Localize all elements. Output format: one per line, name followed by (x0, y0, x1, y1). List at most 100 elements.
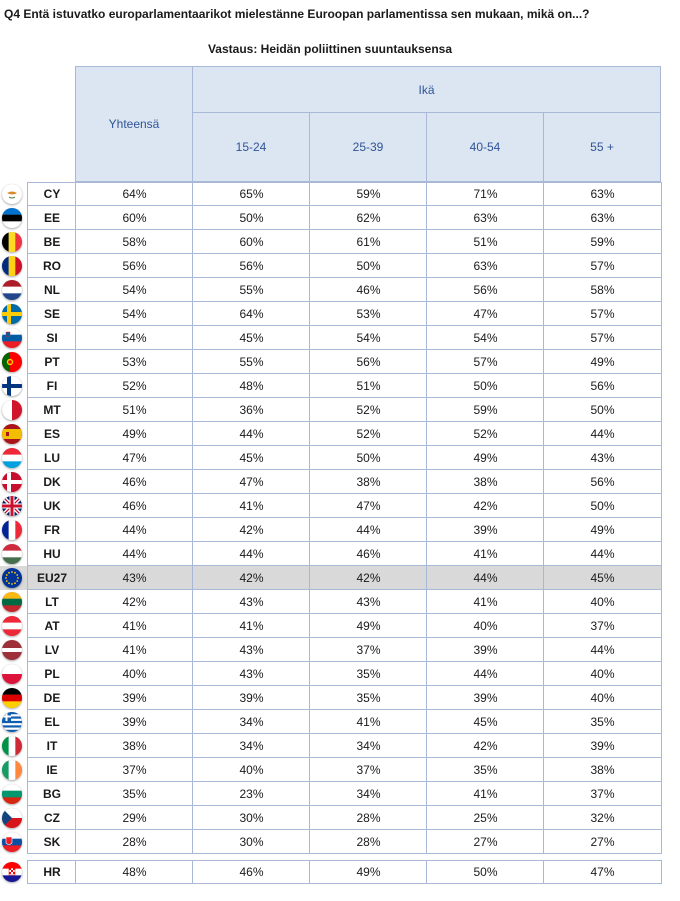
value-age-2: 46% (309, 278, 427, 302)
value-age-3: 39% (426, 638, 544, 662)
value-age-3: 41% (426, 590, 544, 614)
value-age-1: 42% (192, 566, 310, 590)
country-code: FR (27, 518, 76, 542)
value-age-2: 28% (309, 830, 427, 854)
table-row: EU27 43% 42% 42% 44% 45% (0, 566, 662, 590)
country-code: CZ (27, 806, 76, 830)
header-total: Yhteensä (75, 66, 193, 182)
value-total: 39% (75, 710, 193, 734)
value-age-3: 56% (426, 278, 544, 302)
country-code: IT (27, 734, 76, 758)
country-code: UK (27, 494, 76, 518)
value-total: 37% (75, 758, 193, 782)
fi-flag-icon (2, 376, 22, 396)
value-total: 52% (75, 374, 193, 398)
si-flag-icon (2, 328, 22, 348)
value-total: 54% (75, 278, 193, 302)
country-code: MT (27, 398, 76, 422)
value-age-1: 47% (192, 470, 310, 494)
value-age-4: 40% (543, 662, 662, 686)
value-age-4: 44% (543, 422, 662, 446)
value-age-4: 57% (543, 326, 662, 350)
ie-flag-icon (2, 760, 22, 780)
value-age-4: 57% (543, 302, 662, 326)
cy-flag-icon (2, 184, 22, 204)
value-age-3: 39% (426, 686, 544, 710)
value-age-2: 38% (309, 470, 427, 494)
value-age-4: 56% (543, 470, 662, 494)
value-total: 28% (75, 830, 193, 854)
table-row: SI 54% 45% 54% 54% 57% (0, 326, 662, 350)
country-code: HR (27, 860, 76, 884)
table-row: PL 40% 43% 35% 44% 40% (0, 662, 662, 686)
value-age-1: 44% (192, 422, 310, 446)
table-row: FR 44% 42% 44% 39% 49% (0, 518, 662, 542)
value-age-3: 39% (426, 518, 544, 542)
value-age-2: 37% (309, 638, 427, 662)
value-age-1: 50% (192, 206, 310, 230)
el-flag-icon (2, 712, 22, 732)
value-age-1: 65% (192, 182, 310, 206)
country-code: PL (27, 662, 76, 686)
value-age-2: 59% (309, 182, 427, 206)
value-age-3: 42% (426, 734, 544, 758)
value-age-3: 52% (426, 422, 544, 446)
value-age-4: 50% (543, 398, 662, 422)
value-age-3: 59% (426, 398, 544, 422)
hu-flag-icon (2, 544, 22, 564)
value-total: 49% (75, 422, 193, 446)
value-age-3: 27% (426, 830, 544, 854)
value-age-2: 51% (309, 374, 427, 398)
country-code: BE (27, 230, 76, 254)
dk-flag-icon (2, 472, 22, 492)
table-row: NL 54% 55% 46% 56% 58% (0, 278, 662, 302)
country-code: LT (27, 590, 76, 614)
value-age-1: 43% (192, 662, 310, 686)
country-code: DE (27, 686, 76, 710)
table-row: CY 64% 65% 59% 71% 63% (0, 182, 662, 206)
value-age-4: 45% (543, 566, 662, 590)
value-total: 40% (75, 662, 193, 686)
value-age-3: 50% (426, 374, 544, 398)
header-age-group: Ikä (192, 66, 661, 113)
table-row: BE 58% 60% 61% 51% 59% (0, 230, 662, 254)
value-age-1: 64% (192, 302, 310, 326)
value-age-1: 45% (192, 326, 310, 350)
value-age-3: 25% (426, 806, 544, 830)
value-age-2: 62% (309, 206, 427, 230)
se-flag-icon (2, 304, 22, 324)
country-code: SE (27, 302, 76, 326)
value-age-1: 30% (192, 806, 310, 830)
value-total: 29% (75, 806, 193, 830)
table-row: EE 60% 50% 62% 63% 63% (0, 206, 662, 230)
value-age-1: 55% (192, 278, 310, 302)
hr-flag-icon (2, 862, 22, 882)
value-age-2: 50% (309, 446, 427, 470)
country-code: EU27 (27, 566, 76, 590)
value-age-1: 43% (192, 638, 310, 662)
table-row: SE 54% 64% 53% 47% 57% (0, 302, 662, 326)
header-col-15-24: 15-24 (192, 112, 310, 182)
header-col-40-54: 40-54 (426, 112, 544, 182)
value-age-4: 47% (543, 860, 662, 884)
value-total: 54% (75, 326, 193, 350)
lv-flag-icon (2, 640, 22, 660)
country-code: LV (27, 638, 76, 662)
value-age-4: 63% (543, 182, 662, 206)
value-age-2: 46% (309, 542, 427, 566)
value-total: 54% (75, 302, 193, 326)
value-age-1: 42% (192, 518, 310, 542)
value-total: 41% (75, 638, 193, 662)
table-row: DE 39% 39% 35% 39% 40% (0, 686, 662, 710)
value-age-1: 60% (192, 230, 310, 254)
lu-flag-icon (2, 448, 22, 468)
value-age-2: 35% (309, 686, 427, 710)
table-row: AT 41% 41% 49% 40% 37% (0, 614, 662, 638)
header-col-label: 15-24 (235, 140, 267, 154)
table-row: RO 56% 56% 50% 63% 57% (0, 254, 662, 278)
value-age-3: 51% (426, 230, 544, 254)
value-total: 38% (75, 734, 193, 758)
value-age-1: 55% (192, 350, 310, 374)
value-age-1: 45% (192, 446, 310, 470)
header-col-55-plus: 55 + (543, 112, 661, 182)
